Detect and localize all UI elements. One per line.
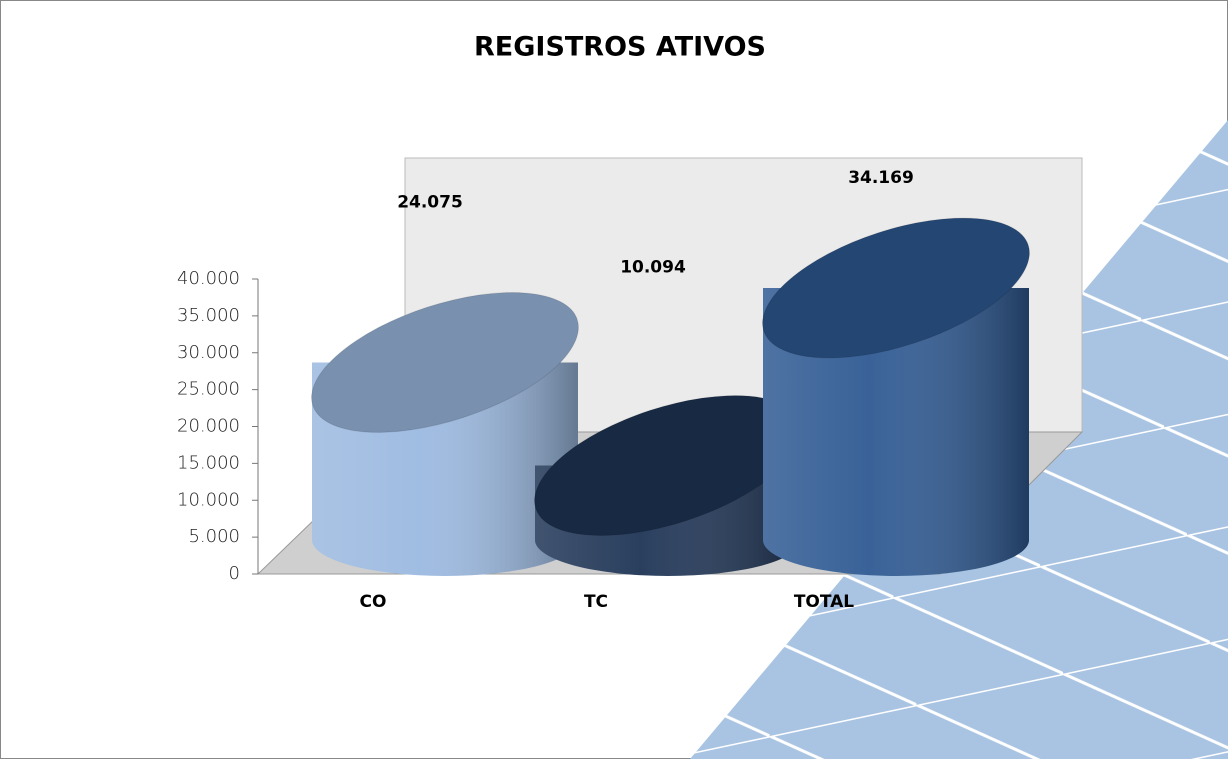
value-label: 24.075 [397,192,463,212]
y-tick-label: 0 [229,563,240,584]
x-tick-label: TC [584,592,608,612]
y-tick-label: 25.000 [177,379,240,400]
value-label: 10.094 [620,258,686,278]
chart-title: REGISTROS ATIVOS [474,32,766,63]
plot-area: 0 5.000 10.000 15.000 20.000 25.000 30.000 35.0… [177,168,1030,612]
y-tick-label: 30.000 [177,342,240,363]
bar-top-shade [311,292,579,433]
bar-top [311,292,579,433]
bar-shade [763,288,1029,576]
x-tick-label: TOTAL [794,592,854,612]
y-tick-label: 35.000 [177,305,240,326]
y-tick-label: 10.000 [177,489,240,510]
value-label: 34.169 [848,168,914,188]
bar-top-shade [534,395,802,536]
y-tick-label: 20.000 [177,416,240,437]
y-tick-label: 40.000 [177,268,240,289]
bar-top-shade [762,218,1030,358]
bar-top [762,217,1030,359]
y-tick-label: 5.000 [188,526,240,547]
y-tick-label: 15.000 [177,452,240,473]
x-tick-label: CO [360,592,387,612]
